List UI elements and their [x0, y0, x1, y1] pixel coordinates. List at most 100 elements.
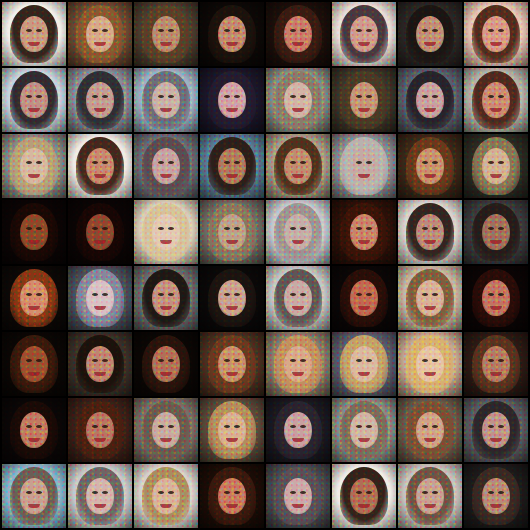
mouth — [292, 438, 304, 442]
pixel-noise — [398, 200, 462, 264]
mouth — [358, 438, 370, 442]
pixel-noise — [464, 134, 528, 198]
pixel-noise — [200, 464, 264, 528]
pixel-noise — [464, 332, 528, 396]
left-eye — [26, 491, 32, 494]
mouth — [424, 372, 436, 376]
face-tile — [134, 266, 198, 330]
face-region — [20, 16, 48, 52]
face-region — [416, 412, 444, 448]
face-tile — [2, 134, 66, 198]
mouth — [490, 108, 502, 112]
right-eye — [168, 29, 174, 32]
right-eye — [234, 425, 240, 428]
face-tile — [464, 68, 528, 132]
face-region — [482, 16, 510, 52]
face-tile — [398, 332, 462, 396]
face-tile — [68, 2, 132, 66]
face-region — [218, 478, 246, 514]
face-region — [416, 214, 444, 250]
pixel-noise — [68, 266, 132, 330]
face-region — [416, 346, 444, 382]
face-tile — [332, 332, 396, 396]
face-region — [350, 148, 378, 184]
mouth — [160, 306, 172, 310]
right-eye — [234, 29, 240, 32]
mouth — [160, 42, 172, 46]
left-eye — [92, 161, 98, 164]
pixel-noise — [398, 464, 462, 528]
mouth — [94, 504, 106, 508]
face-region — [284, 280, 312, 316]
pixel-noise — [200, 68, 264, 132]
face-tile — [464, 134, 528, 198]
right-eye — [36, 29, 42, 32]
face-tile — [134, 398, 198, 462]
left-eye — [92, 293, 98, 296]
face-tile — [398, 200, 462, 264]
right-eye — [300, 161, 306, 164]
face-region — [350, 346, 378, 382]
pixel-noise — [332, 134, 396, 198]
mouth — [28, 372, 40, 376]
left-eye — [26, 227, 32, 230]
right-eye — [366, 29, 372, 32]
face-region — [20, 148, 48, 184]
face-tile — [68, 464, 132, 528]
face-region — [350, 16, 378, 52]
mouth — [424, 438, 436, 442]
face-tile — [464, 200, 528, 264]
right-eye — [36, 425, 42, 428]
left-eye — [356, 425, 362, 428]
right-eye — [300, 359, 306, 362]
left-eye — [422, 29, 428, 32]
face-region — [20, 214, 48, 250]
face-tile — [2, 200, 66, 264]
left-eye — [356, 161, 362, 164]
mouth — [424, 108, 436, 112]
mouth — [490, 372, 502, 376]
face-region — [482, 346, 510, 382]
face-tile — [200, 2, 264, 66]
face-tile — [68, 266, 132, 330]
right-eye — [432, 161, 438, 164]
face-tile — [332, 2, 396, 66]
right-eye — [432, 95, 438, 98]
pixel-noise — [464, 200, 528, 264]
left-eye — [224, 359, 230, 362]
face-region — [20, 346, 48, 382]
face-tile — [2, 68, 66, 132]
left-eye — [356, 359, 362, 362]
face-tile — [266, 266, 330, 330]
mouth — [424, 504, 436, 508]
pixel-noise — [398, 134, 462, 198]
face-region — [152, 16, 180, 52]
pixel-noise — [464, 464, 528, 528]
left-eye — [422, 161, 428, 164]
right-eye — [102, 425, 108, 428]
pixel-noise — [332, 332, 396, 396]
face-region — [152, 478, 180, 514]
right-eye — [234, 161, 240, 164]
left-eye — [224, 29, 230, 32]
left-eye — [488, 29, 494, 32]
face-tile — [200, 332, 264, 396]
pixel-noise — [464, 266, 528, 330]
left-eye — [224, 491, 230, 494]
face-tile — [398, 68, 462, 132]
face-region — [482, 412, 510, 448]
left-eye — [356, 95, 362, 98]
face-tile — [2, 398, 66, 462]
right-eye — [432, 227, 438, 230]
pixel-noise — [398, 68, 462, 132]
mouth — [94, 174, 106, 178]
mouth — [226, 42, 238, 46]
pixel-noise — [200, 2, 264, 66]
right-eye — [102, 293, 108, 296]
face-region — [152, 82, 180, 118]
left-eye — [92, 425, 98, 428]
pixel-noise — [464, 398, 528, 462]
left-eye — [92, 29, 98, 32]
right-eye — [234, 227, 240, 230]
face-tile — [464, 2, 528, 66]
